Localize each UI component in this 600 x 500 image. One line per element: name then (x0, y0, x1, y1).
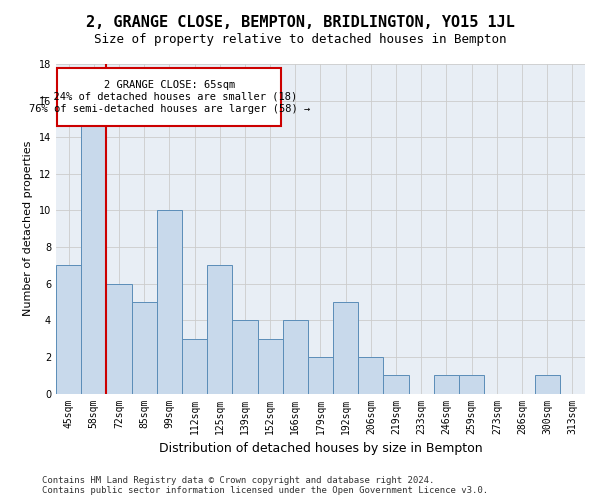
Text: Size of property relative to detached houses in Bempton: Size of property relative to detached ho… (94, 32, 506, 46)
Text: 2 GRANGE CLOSE: 65sqm
← 24% of detached houses are smaller (18)
76% of semi-deta: 2 GRANGE CLOSE: 65sqm ← 24% of detached … (29, 80, 310, 114)
Bar (333, 302, 358, 394)
Bar (308, 357, 333, 394)
Bar (81, 119, 106, 394)
Y-axis label: Number of detached properties: Number of detached properties (23, 141, 33, 316)
Bar (459, 375, 484, 394)
Bar (358, 357, 383, 394)
Bar (434, 375, 459, 394)
Bar (383, 375, 409, 394)
Bar (283, 320, 308, 394)
Bar (182, 338, 207, 394)
Bar (535, 375, 560, 394)
Text: 2, GRANGE CLOSE, BEMPTON, BRIDLINGTON, YO15 1JL: 2, GRANGE CLOSE, BEMPTON, BRIDLINGTON, Y… (86, 15, 514, 30)
Text: Contains HM Land Registry data © Crown copyright and database right 2024.
Contai: Contains HM Land Registry data © Crown c… (42, 476, 488, 495)
FancyBboxPatch shape (57, 68, 281, 126)
X-axis label: Distribution of detached houses by size in Bempton: Distribution of detached houses by size … (158, 442, 482, 455)
Bar (157, 210, 182, 394)
Bar (207, 266, 232, 394)
Bar (106, 284, 131, 394)
Bar (232, 320, 257, 394)
Bar (131, 302, 157, 394)
Bar (56, 266, 81, 394)
Bar (257, 338, 283, 394)
